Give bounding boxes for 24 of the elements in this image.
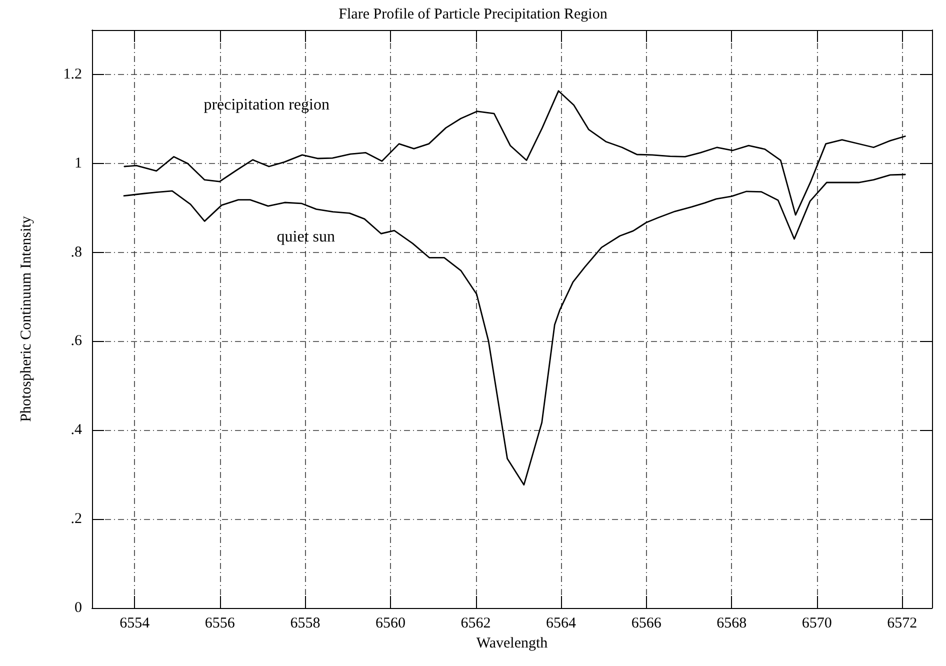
- x-tick-label: 6568: [716, 616, 747, 632]
- y-axis-title: Photospheric Continuum Intensity: [18, 216, 34, 422]
- y-tick-label: 1.2: [63, 66, 82, 82]
- x-tick-label: 6560: [375, 616, 406, 632]
- y-tick-label: .2: [70, 511, 82, 528]
- x-tick-label: 6558: [290, 616, 320, 632]
- x-tick-label: 6570: [802, 616, 832, 632]
- text: precipitation region: [204, 96, 330, 114]
- line-series: [123, 174, 906, 486]
- y-tick-label: .8: [70, 244, 82, 260]
- x-tick-label: 6556: [204, 616, 236, 632]
- x-axis-title: Wavelength: [476, 635, 548, 652]
- x-tick-label: 6564: [546, 616, 577, 632]
- x-tick-label: 6572: [887, 616, 918, 632]
- series-label: quiet sun: [276, 228, 336, 246]
- chart-title: Flare Profile of Particle Precipitation Region: [338, 6, 608, 22]
- y-tick-label: 1: [74, 155, 82, 172]
- x-tick-label: 6554: [120, 616, 150, 632]
- y-tick-label: .4: [70, 422, 82, 438]
- y-tick-label: 0: [74, 600, 82, 616]
- y-tick-label: .6: [70, 333, 82, 350]
- x-tick-label: 6562: [460, 616, 491, 632]
- x-tick-label: 6566: [631, 616, 662, 632]
- line-series: [124, 90, 906, 216]
